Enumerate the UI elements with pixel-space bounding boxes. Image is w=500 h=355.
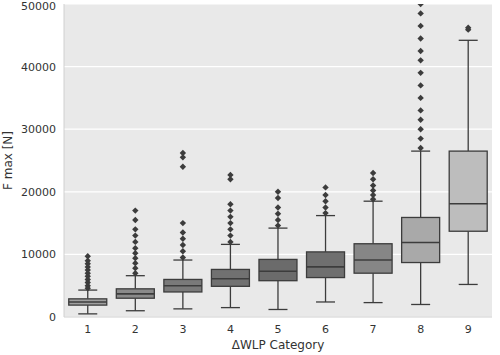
svg-text:0: 0 — [49, 311, 56, 324]
svg-text:50000: 50000 — [21, 0, 56, 13]
svg-text:9: 9 — [465, 323, 472, 336]
svg-text:3: 3 — [179, 323, 186, 336]
svg-text:2: 2 — [132, 323, 139, 336]
svg-text:5: 5 — [275, 323, 282, 336]
svg-text:1: 1 — [84, 323, 91, 336]
svg-text:40000: 40000 — [21, 61, 56, 74]
svg-text:7: 7 — [370, 323, 377, 336]
svg-text:10000: 10000 — [21, 248, 56, 261]
svg-text:6: 6 — [322, 323, 329, 336]
svg-text:20000: 20000 — [21, 186, 56, 199]
svg-text:4: 4 — [227, 323, 234, 336]
svg-text:ΔWLP Category: ΔWLP Category — [232, 338, 325, 352]
svg-text:30000: 30000 — [21, 123, 56, 136]
svg-text:8: 8 — [417, 323, 424, 336]
svg-text:F max [N]: F max [N] — [8, 131, 15, 190]
